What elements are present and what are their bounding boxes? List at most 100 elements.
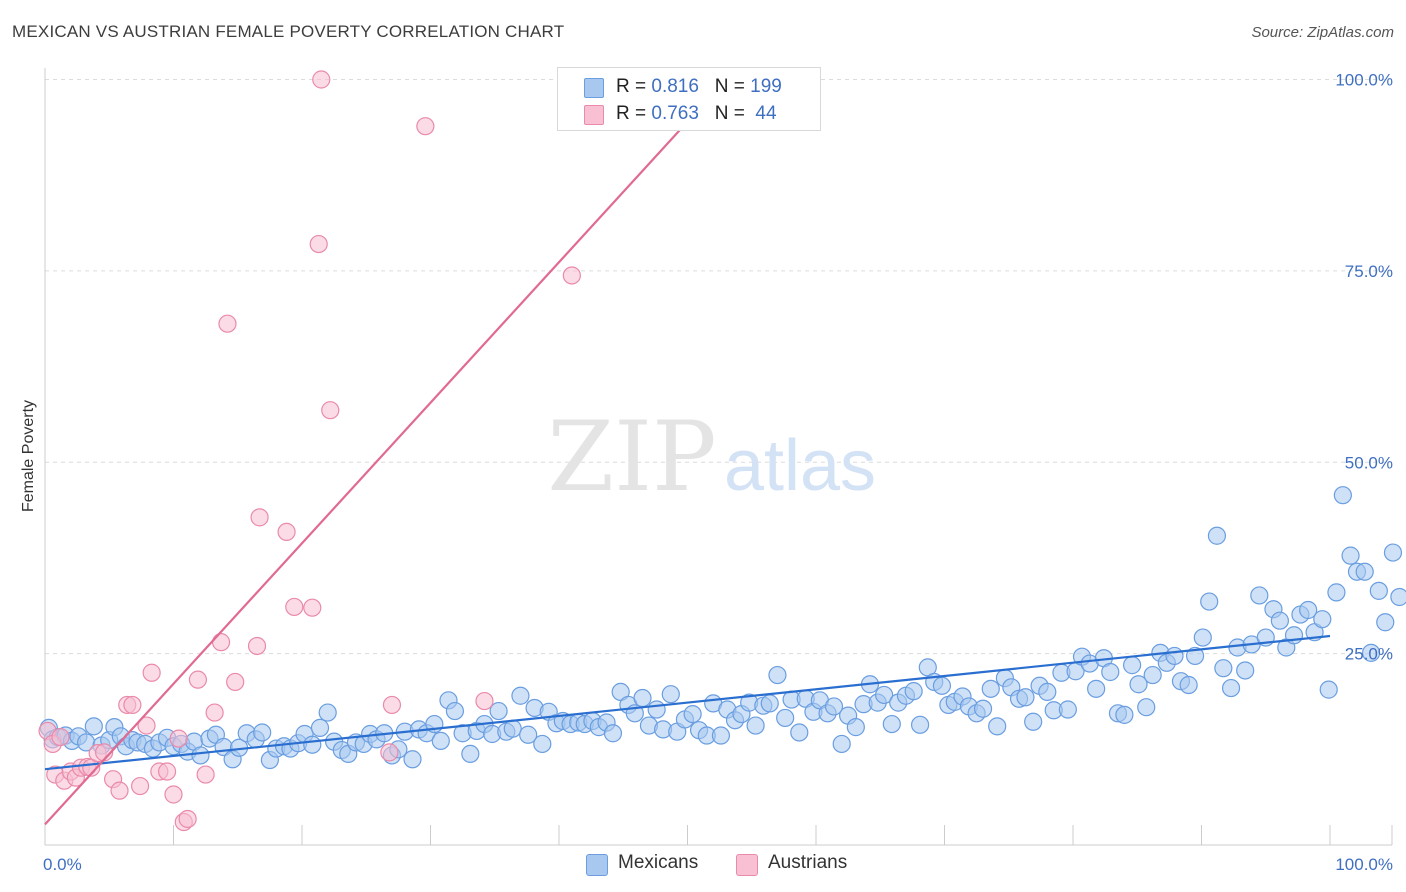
point-mexicans — [904, 682, 923, 701]
point-mexicans — [1270, 611, 1289, 630]
point-mexicans — [1101, 662, 1120, 682]
point-mexicans — [1214, 659, 1233, 678]
point-austrians — [382, 695, 402, 715]
point-austrians — [142, 663, 161, 682]
point-austrians — [110, 781, 129, 800]
legend-n-label: N = — [714, 103, 751, 124]
tick-labels: 25.0% 50.0% 75.0% 100.0% 0.0% 100.0% — [43, 71, 1393, 875]
point-mexicans — [511, 686, 530, 705]
point-mexicans — [683, 704, 702, 724]
chart-title: MEXICAN VS AUSTRIAN FEMALE POVERTY CORRE… — [12, 22, 565, 41]
point-mexicans — [1355, 562, 1374, 581]
point-mexicans — [647, 700, 666, 719]
point-mexicans — [981, 679, 1000, 698]
point-mexicans — [253, 723, 272, 742]
point-mexicans — [1200, 592, 1219, 611]
point-mexicans — [318, 703, 337, 722]
point-mexicans — [1369, 581, 1388, 600]
point-mexicans — [910, 715, 930, 734]
point-mexicans — [303, 735, 322, 754]
point-mexicans — [1299, 600, 1318, 620]
point-austrians — [157, 762, 177, 781]
point-austrians — [196, 765, 215, 784]
point-austrians — [169, 729, 188, 748]
legend-swatch-mexicans — [584, 78, 604, 98]
y-tick-label: 75.0% — [1345, 262, 1393, 281]
point-mexicans — [1250, 586, 1269, 605]
point-mexicans — [1115, 705, 1134, 724]
point-austrians — [416, 117, 435, 136]
point-mexicans — [519, 725, 538, 744]
point-mexicans — [1024, 712, 1043, 731]
point-austrians — [312, 70, 331, 89]
point-mexicans — [932, 676, 952, 695]
point-mexicans — [403, 750, 422, 769]
point-mexicans — [711, 726, 731, 745]
series-austrians-points — [38, 70, 581, 832]
y-tick-label: 100.0% — [1335, 71, 1393, 90]
source-credit: Source: ZipAtlas.com — [1251, 24, 1394, 41]
point-austrians — [218, 314, 237, 333]
point-austrians — [380, 743, 399, 762]
point-mexicans — [533, 734, 552, 754]
point-austrians — [211, 633, 231, 652]
point-mexicans — [1313, 610, 1332, 629]
point-mexicans — [1362, 643, 1381, 662]
point-mexicans — [832, 734, 851, 754]
point-austrians — [123, 695, 142, 715]
legend-r-value: 0.763 — [651, 103, 699, 124]
axes — [44, 68, 1393, 846]
point-mexicans — [191, 746, 210, 765]
legend-label-austrians: Austrians — [768, 852, 848, 873]
point-austrians — [321, 401, 340, 420]
point-austrians — [285, 597, 304, 617]
legend-r-label: R = — [616, 103, 652, 124]
trend-lines — [44, 78, 1331, 826]
legend-n-label: N = — [714, 76, 751, 97]
point-mexicans — [1319, 680, 1338, 699]
legend-n-value: 199 — [750, 76, 782, 97]
point-mexicans — [1327, 583, 1346, 602]
trend-line-austrians — [44, 78, 727, 826]
gridlines — [45, 79, 1392, 655]
point-mexicans — [1383, 543, 1403, 562]
legend-swatch-austrians — [736, 854, 758, 876]
point-mexicans — [1207, 526, 1227, 545]
point-mexicans — [633, 688, 652, 708]
point-mexicans — [461, 744, 480, 764]
point-mexicans — [1137, 698, 1156, 717]
point-austrians — [188, 670, 208, 689]
point-mexicans — [1193, 628, 1212, 647]
point-austrians — [309, 234, 328, 254]
point-mexicans — [1058, 700, 1077, 719]
point-mexicans — [603, 724, 623, 743]
point-austrians — [277, 522, 296, 542]
point-mexicans — [746, 716, 765, 735]
point-mexicans — [1185, 646, 1205, 666]
point-mexicans — [1390, 587, 1406, 607]
legend-r-value: 0.816 — [651, 76, 699, 97]
point-mexicans — [1341, 546, 1360, 565]
point-mexicans — [824, 697, 844, 716]
point-mexicans — [790, 723, 809, 742]
trend-line-mexicans — [44, 634, 1331, 771]
point-austrians — [226, 672, 245, 692]
point-mexicans — [1376, 613, 1395, 632]
point-mexicans — [1143, 665, 1162, 685]
point-mexicans — [1333, 486, 1352, 505]
y-tick-label: 25.0% — [1345, 645, 1393, 664]
legend-swatch-austrians — [584, 105, 604, 125]
point-mexicans — [84, 717, 103, 736]
point-mexicans — [1221, 678, 1241, 698]
point-mexicans — [310, 718, 330, 737]
point-mexicans — [431, 731, 450, 750]
point-mexicans — [1123, 656, 1142, 675]
point-mexicans — [1179, 675, 1198, 695]
point-austrians — [137, 716, 156, 735]
point-mexicans — [875, 685, 894, 705]
point-mexicans — [1016, 688, 1035, 707]
point-austrians — [250, 508, 269, 527]
point-mexicans — [776, 708, 795, 728]
legend-r-label: R = — [616, 76, 652, 97]
